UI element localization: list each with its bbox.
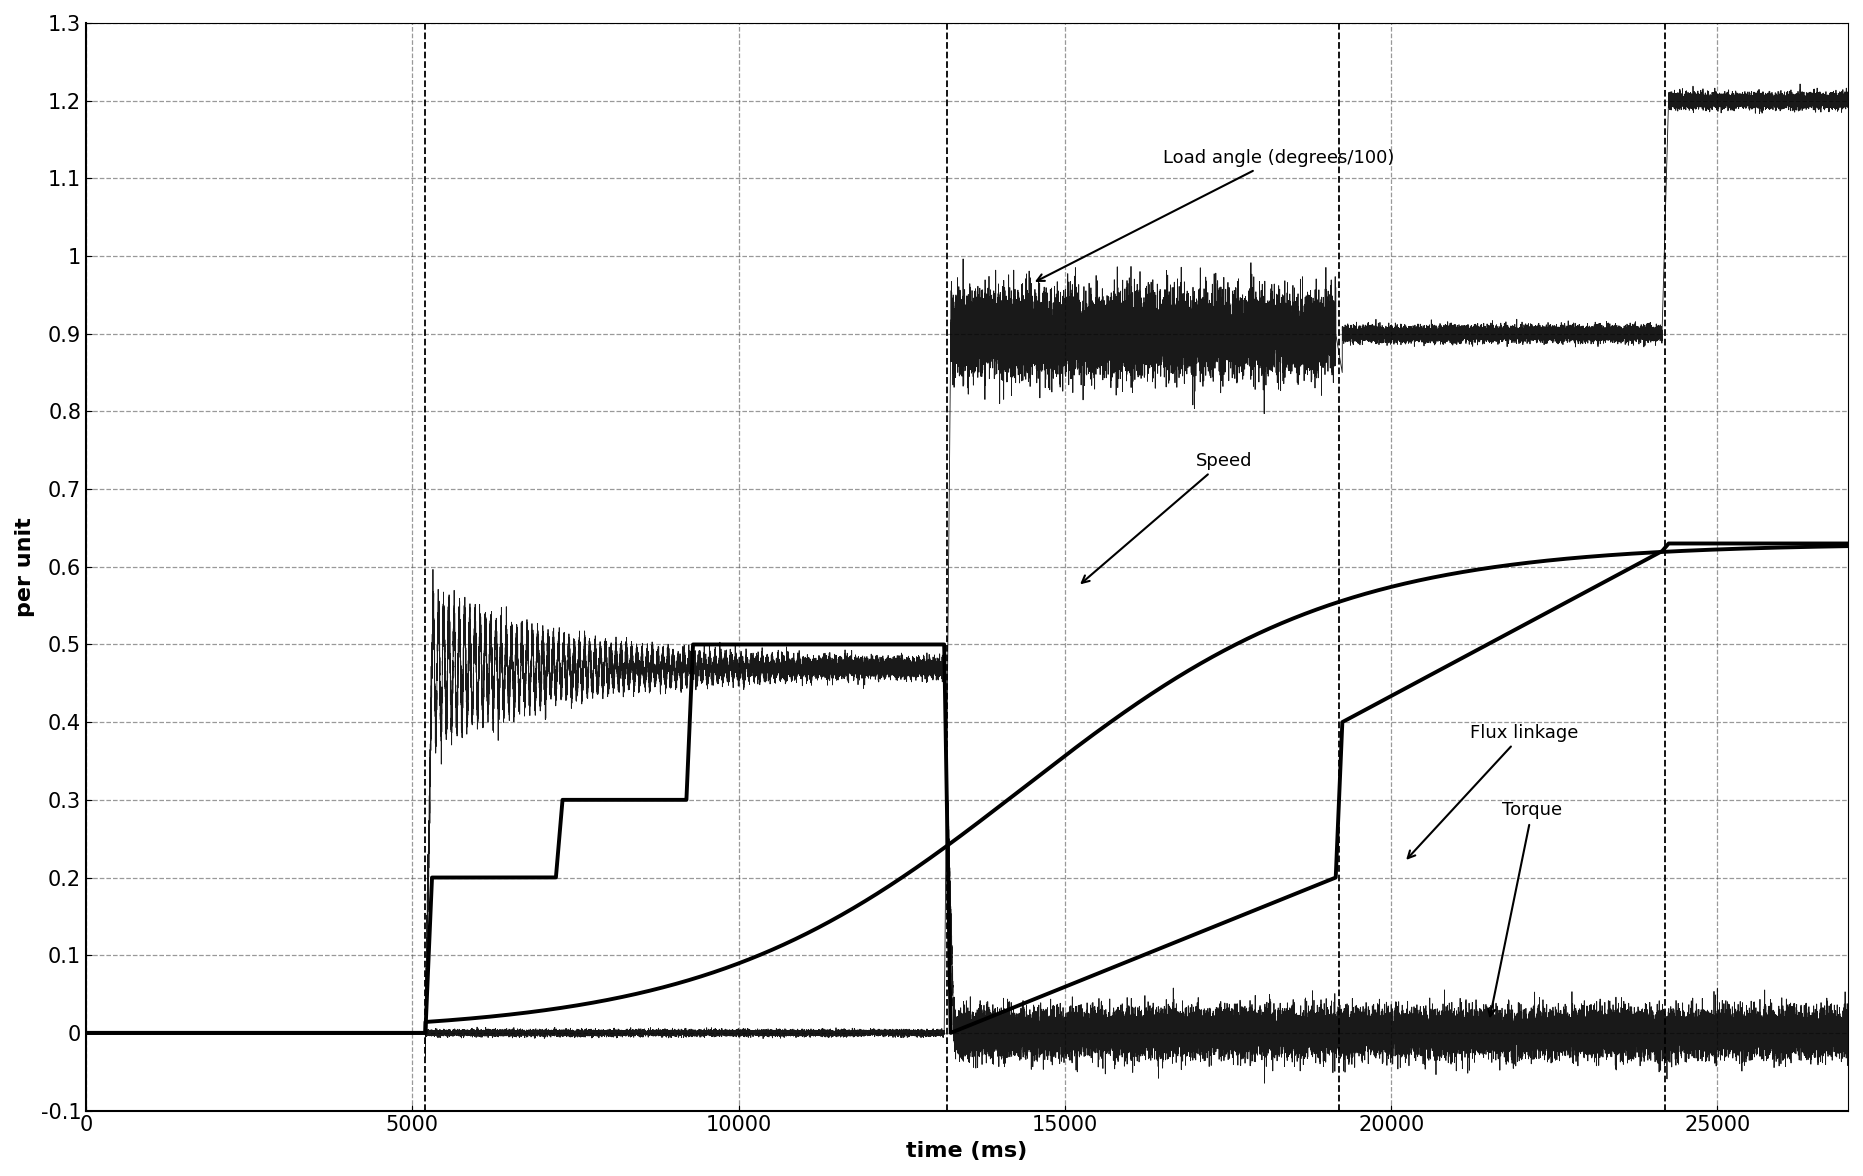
X-axis label: time (ms): time (ms) xyxy=(907,1141,1028,1161)
Y-axis label: per unit: per unit xyxy=(15,517,35,616)
Text: Speed: Speed xyxy=(1082,452,1252,583)
Text: Flux linkage: Flux linkage xyxy=(1408,723,1578,858)
Text: Torque: Torque xyxy=(1489,801,1563,1016)
Text: Load angle (degrees/100): Load angle (degrees/100) xyxy=(1038,149,1394,281)
